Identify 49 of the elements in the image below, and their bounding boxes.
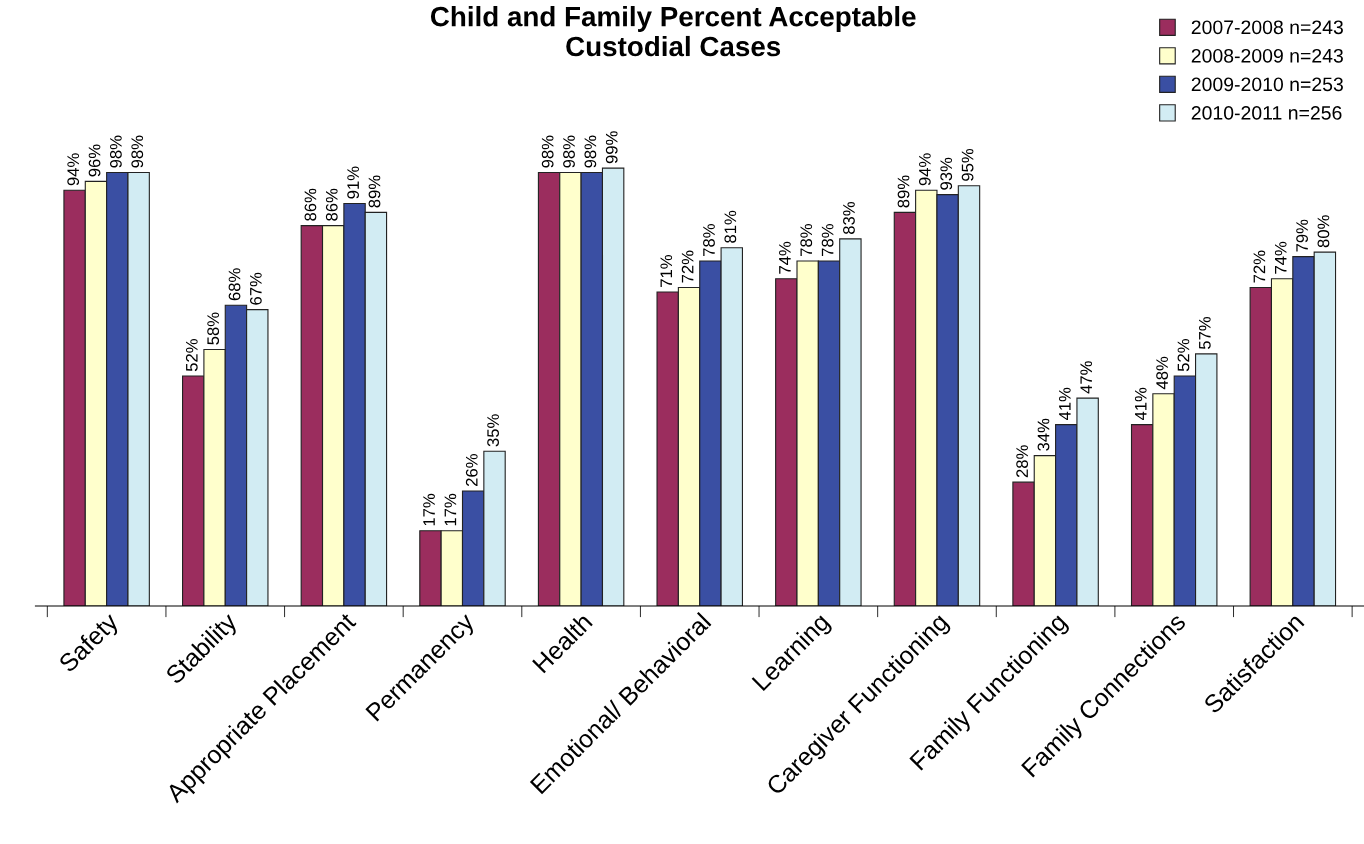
legend-label: 2007-2008 n=243 [1191,20,1343,35]
data-label: 47% [1080,361,1093,394]
data-label: 26% [465,454,478,486]
data-label: 98% [541,135,554,168]
data-label: 79% [1296,219,1308,252]
data-label: 17% [423,493,435,526]
data-label: 68% [228,268,241,301]
data-label: 72% [1253,250,1266,283]
data-label: 86% [304,188,317,221]
data-label: 58% [207,312,220,345]
data-label: 78% [821,224,834,256]
data-label: 89% [368,175,381,208]
data-label: 17% [444,493,457,526]
data-label: 52% [1177,339,1190,372]
data-label: 57% [1198,316,1211,350]
data-label: 98% [563,135,575,168]
data-label: 78% [800,224,813,256]
data-label: 98% [584,135,597,168]
data-label: 93% [940,157,953,190]
data-label: 89% [897,175,910,208]
legend-label: 2008-2009 n=243 [1191,48,1343,63]
chart-title: Child and Family Percent Acceptable Custodial Cases [430,6,916,57]
data-label: 41% [1134,387,1147,421]
data-label: 99% [605,131,618,164]
legend-label: 2010-2011 n=256 [1191,105,1342,120]
data-label: 86% [325,188,338,221]
data-label: 98% [131,135,144,168]
legend-label: 2009-2010 n=253 [1191,77,1343,92]
data-label: 41% [1059,387,1071,421]
data-label: 52% [185,339,198,372]
data-label: 28% [1016,445,1029,478]
data-label: 71% [660,255,673,287]
data-label: 98% [109,135,122,168]
data-label: 48% [1156,356,1169,390]
data-label: 74% [779,241,791,274]
data-label: 83% [843,201,855,234]
data-label: 94% [918,153,931,186]
data-label: 81% [724,210,737,243]
data-label: 67% [249,272,262,305]
data-label: 72% [681,250,694,283]
data-label: 91% [347,166,360,199]
data-label: 96% [88,144,101,177]
data-label: 35% [487,414,499,447]
data-label: 95% [961,148,974,181]
data-label: 80% [1317,215,1330,248]
data-label: 78% [703,224,715,256]
data-label: 34% [1037,418,1050,451]
data-label: 94% [67,153,80,186]
data-label: 74% [1274,241,1287,274]
